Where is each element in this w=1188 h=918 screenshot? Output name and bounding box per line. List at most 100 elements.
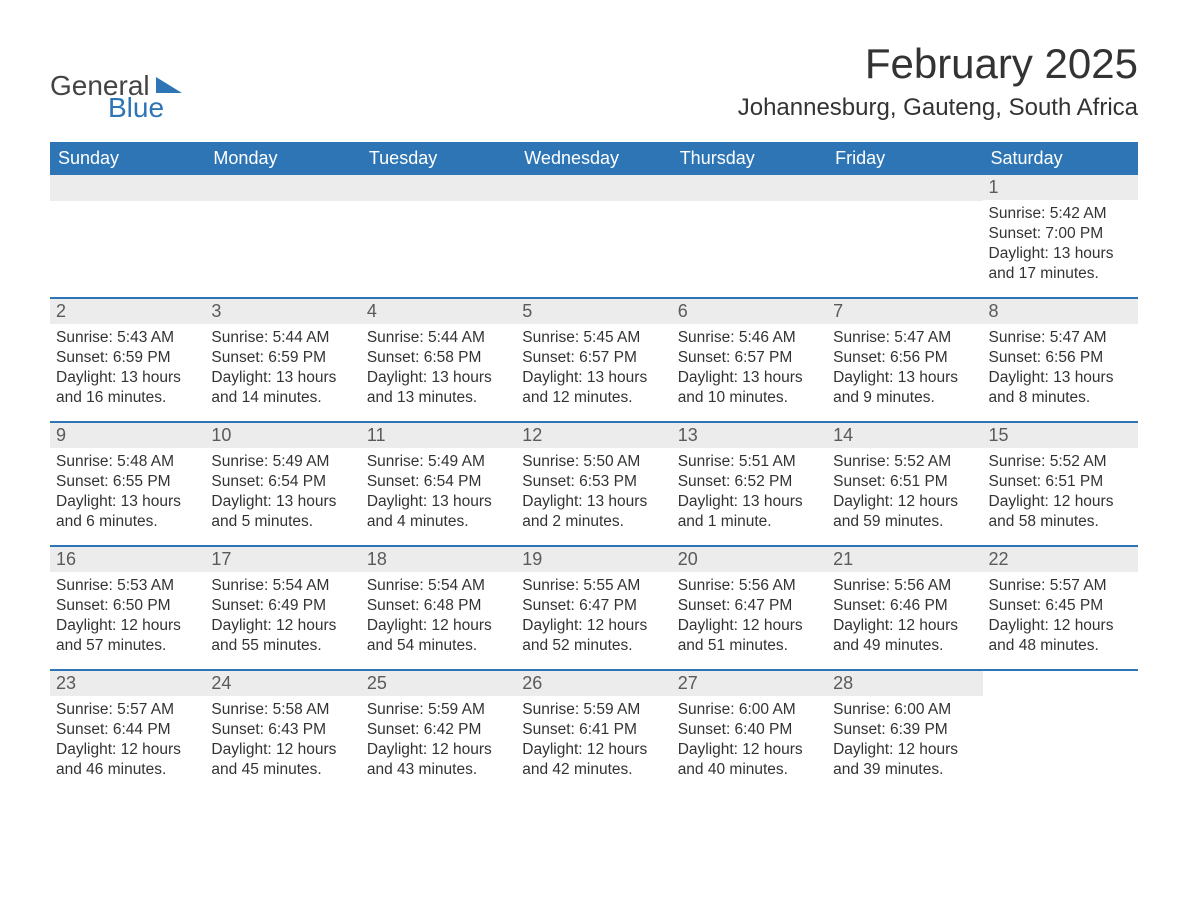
- sunset-line: Sunset: 6:47 PM: [678, 596, 821, 616]
- day-body: Sunrise: 5:59 AMSunset: 6:42 PMDaylight:…: [361, 696, 516, 789]
- day-cell: 2Sunrise: 5:43 AMSunset: 6:59 PMDaylight…: [50, 299, 205, 421]
- day-number: 11: [367, 425, 386, 445]
- day-cell: [50, 175, 205, 297]
- day-number: 22: [989, 549, 1009, 569]
- day-body: Sunrise: 5:44 AMSunset: 6:59 PMDaylight:…: [205, 324, 360, 417]
- day-cell: 4 Sunrise: 5:44 AMSunset: 6:58 PMDaylight…: [361, 299, 516, 421]
- day-number-band: 24: [205, 671, 360, 696]
- sunrise-line: Sunrise: 5:54 AM: [211, 576, 354, 596]
- sunrise-line: Sunrise: 5:42 AM: [989, 204, 1132, 224]
- sunrise-line: Sunrise: 5:52 AM: [989, 452, 1132, 472]
- day-number: 21: [833, 549, 853, 569]
- day-number: 27: [678, 673, 698, 693]
- sunset-line: Sunset: 6:43 PM: [211, 720, 354, 740]
- sunset-line: Sunset: 6:39 PM: [833, 720, 976, 740]
- day-body: Sunrise: 5:56 AMSunset: 6:47 PMDaylight:…: [672, 572, 827, 665]
- day-number: 1: [989, 177, 999, 197]
- day-number-band: 20: [672, 547, 827, 572]
- day-number: 12: [522, 425, 542, 445]
- day-number-band: 9: [50, 423, 205, 448]
- day-number-band: 1: [983, 175, 1138, 200]
- daylight-line: Daylight: 13 hours and 5 minutes.: [211, 492, 354, 532]
- daylight-line: Daylight: 13 hours and 17 minutes.: [989, 244, 1132, 284]
- sunset-line: Sunset: 6:45 PM: [989, 596, 1132, 616]
- weekday-label: Friday: [827, 142, 982, 175]
- daylight-line: Daylight: 13 hours and 1 minute.: [678, 492, 821, 532]
- daylight-line: Daylight: 13 hours and 6 minutes.: [56, 492, 199, 532]
- day-number: 17: [211, 549, 231, 569]
- day-body: Sunrise: 5:49 AMSunset: 6:54 PMDaylight:…: [205, 448, 360, 541]
- day-number-band: 4: [361, 299, 516, 324]
- day-cell: 24Sunrise: 5:58 AMSunset: 6:43 PMDayligh…: [205, 671, 360, 793]
- daylight-line: Daylight: 12 hours and 58 minutes.: [989, 492, 1132, 532]
- brand-logo: General Blue: [50, 72, 182, 122]
- day-number: 16: [56, 549, 76, 569]
- daylight-line: Daylight: 13 hours and 14 minutes.: [211, 368, 354, 408]
- header: General Blue February 2025 Johannesburg,…: [50, 40, 1138, 122]
- day-cell: 11 Sunrise: 5:49 AMSunset: 6:54 PMDayligh…: [361, 423, 516, 545]
- empty-day-band: [827, 175, 982, 201]
- day-number: 4: [367, 301, 377, 321]
- weekday-label: Sunday: [50, 142, 205, 175]
- sunset-line: Sunset: 6:40 PM: [678, 720, 821, 740]
- sunrise-line: Sunrise: 5:47 AM: [989, 328, 1132, 348]
- sunrise-line: Sunrise: 5:51 AM: [678, 452, 821, 472]
- sunset-line: Sunset: 6:59 PM: [56, 348, 199, 368]
- day-body: Sunrise: 5:54 AMSunset: 6:49 PMDaylight:…: [205, 572, 360, 665]
- sunrise-line: Sunrise: 5:50 AM: [522, 452, 665, 472]
- daylight-line: Daylight: 12 hours and 40 minutes.: [678, 740, 821, 780]
- daylight-line: Daylight: 12 hours and 54 minutes.: [367, 616, 510, 656]
- day-cell: 7Sunrise: 5:47 AMSunset: 6:56 PMDaylight…: [827, 299, 982, 421]
- sunrise-line: Sunrise: 5:56 AM: [833, 576, 976, 596]
- sunrise-line: Sunrise: 5:54 AM: [367, 576, 510, 596]
- day-body: Sunrise: 5:53 AMSunset: 6:50 PMDaylight:…: [50, 572, 205, 665]
- sunset-line: Sunset: 6:57 PM: [678, 348, 821, 368]
- daylight-line: Daylight: 13 hours and 9 minutes.: [833, 368, 976, 408]
- day-number: 18: [367, 549, 387, 569]
- sunset-line: Sunset: 6:50 PM: [56, 596, 199, 616]
- empty-day: [983, 671, 1138, 697]
- day-number: 15: [989, 425, 1009, 445]
- day-body: Sunrise: 5:54 AMSunset: 6:48 PMDaylight:…: [361, 572, 516, 665]
- sunrise-line: Sunrise: 5:48 AM: [56, 452, 199, 472]
- day-number: 6: [678, 301, 688, 321]
- day-number-band: 11: [361, 423, 516, 448]
- day-number-band: 12: [516, 423, 671, 448]
- sunset-line: Sunset: 6:49 PM: [211, 596, 354, 616]
- day-cell: [983, 671, 1138, 793]
- day-number: 25: [367, 673, 387, 693]
- day-cell: 27Sunrise: 6:00 AMSunset: 6:40 PMDayligh…: [672, 671, 827, 793]
- week-row: 2Sunrise: 5:43 AMSunset: 6:59 PMDaylight…: [50, 297, 1138, 421]
- day-body: Sunrise: 5:44 AMSunset: 6:58 PMDaylight:…: [361, 324, 516, 417]
- sunrise-line: Sunrise: 5:52 AM: [833, 452, 976, 472]
- daylight-line: Daylight: 12 hours and 48 minutes.: [989, 616, 1132, 656]
- sunset-line: Sunset: 6:47 PM: [522, 596, 665, 616]
- day-cell: 19Sunrise: 5:55 AMSunset: 6:47 PMDayligh…: [516, 547, 671, 669]
- day-number: 10: [211, 425, 231, 445]
- sunset-line: Sunset: 7:00 PM: [989, 224, 1132, 244]
- sunrise-line: Sunrise: 5:45 AM: [522, 328, 665, 348]
- sunset-line: Sunset: 6:59 PM: [211, 348, 354, 368]
- day-number-band: 15: [983, 423, 1138, 448]
- sunrise-line: Sunrise: 5:57 AM: [989, 576, 1132, 596]
- day-number-band: 16: [50, 547, 205, 572]
- day-number: 13: [678, 425, 698, 445]
- day-number-band: 28: [827, 671, 982, 696]
- sunrise-line: Sunrise: 5:47 AM: [833, 328, 976, 348]
- day-number: 8: [989, 301, 999, 321]
- day-cell: 1 Sunrise: 5:42 AMSunset: 7:00 PMDaylight…: [983, 175, 1138, 297]
- calendar: SundayMondayTuesdayWednesdayThursdayFrid…: [50, 142, 1138, 793]
- daylight-line: Daylight: 12 hours and 42 minutes.: [522, 740, 665, 780]
- day-number-band: 26: [516, 671, 671, 696]
- day-cell: [827, 175, 982, 297]
- day-body: Sunrise: 5:47 AMSunset: 6:56 PMDaylight:…: [827, 324, 982, 417]
- day-number: 23: [56, 673, 76, 693]
- day-body: Sunrise: 5:45 AMSunset: 6:57 PMDaylight:…: [516, 324, 671, 417]
- week-row: 16 Sunrise: 5:53 AMSunset: 6:50 PMDayligh…: [50, 545, 1138, 669]
- day-number-band: 25: [361, 671, 516, 696]
- day-body: Sunrise: 5:49 AMSunset: 6:54 PMDaylight:…: [361, 448, 516, 541]
- day-number-band: 14: [827, 423, 982, 448]
- day-number-band: 17: [205, 547, 360, 572]
- daylight-line: Daylight: 12 hours and 51 minutes.: [678, 616, 821, 656]
- day-number: 24: [211, 673, 231, 693]
